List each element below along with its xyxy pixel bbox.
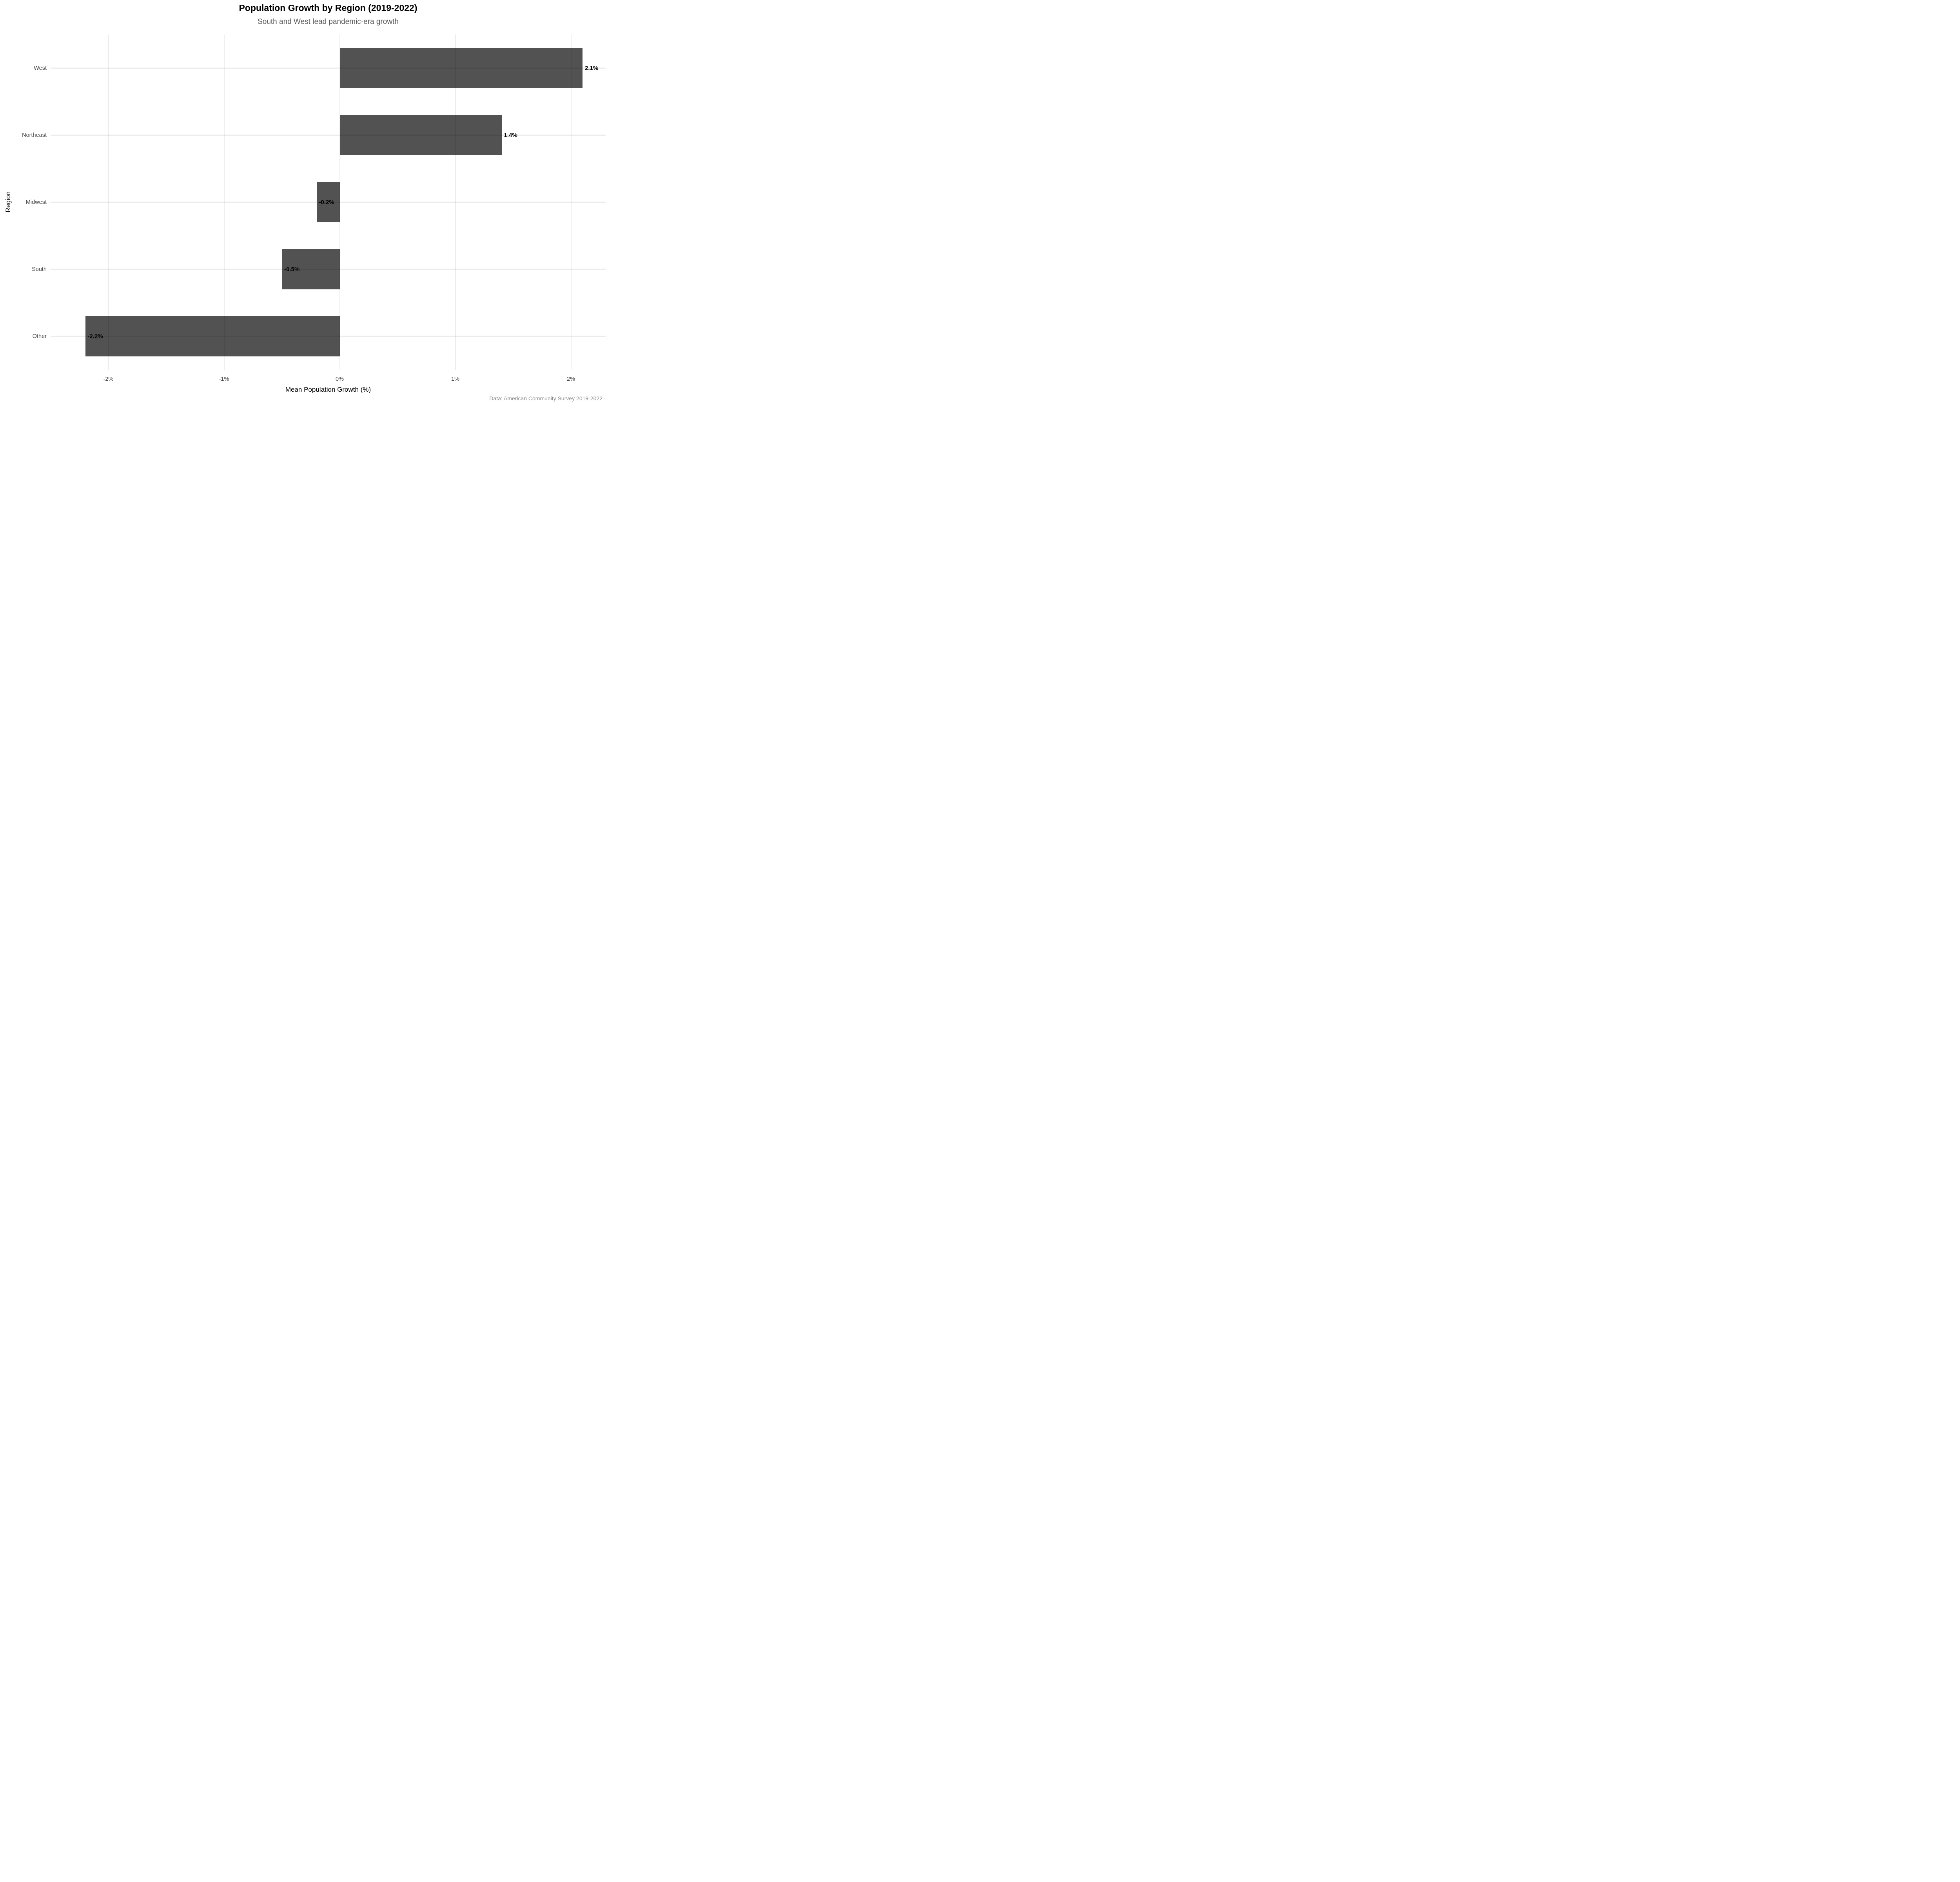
gridline-horizontal-south <box>51 269 606 270</box>
bar-row-northeast: 1.4% <box>51 102 606 169</box>
bar-row-midwest: -0.2% <box>51 169 606 236</box>
x-tick-label-0%: 0% <box>336 376 344 382</box>
chart-title: Population Growth by Region (2019-2022) <box>239 3 417 13</box>
x-tick-label--1%: -1% <box>219 376 229 382</box>
bar-row-west: 2.1% <box>51 35 606 102</box>
y-axis-label-west: West <box>34 65 47 71</box>
y-label-row: Other <box>0 303 47 370</box>
chart-caption: Data: American Community Survey 2019-202… <box>489 395 603 401</box>
gridline-vertical-2% <box>570 35 572 370</box>
bar-value-label-west: 2.1% <box>585 65 599 71</box>
gridline-vertical--1% <box>223 35 225 370</box>
bar-row-south: -0.5% <box>51 236 606 303</box>
plot-panel: 2.1% 1.4% -0.2% -0.5% -2.2% <box>51 35 606 370</box>
x-tick-label-2%: 2% <box>567 376 575 382</box>
x-axis-title: Mean Population Growth (%) <box>285 386 371 393</box>
gridline-horizontal-northeast <box>51 134 606 136</box>
population-growth-bar-chart: Population Growth by Region (2019-2022) … <box>0 0 606 404</box>
x-axis-tick-labels: -2% -1% 0% 1% 2% <box>51 376 606 384</box>
bar-west <box>339 48 583 88</box>
bar-other <box>85 316 340 356</box>
y-axis-labels: West Northeast Midwest South Other <box>0 35 47 370</box>
bar-value-label-other: -2.2% <box>87 333 103 340</box>
bar-value-label-south: -0.5% <box>284 266 300 272</box>
gridline-vertical--2% <box>108 35 109 370</box>
gridline-vertical-1% <box>455 35 456 370</box>
gridline-vertical-0% <box>339 35 340 370</box>
y-axis-label-northeast: Northeast <box>22 132 47 138</box>
bar-south <box>282 249 340 289</box>
chart-header: Population Growth by Region (2019-2022) … <box>51 2 606 27</box>
chart-subtitle: South and West lead pandemic-era growth <box>258 17 399 26</box>
x-tick-label--2%: -2% <box>103 376 114 382</box>
x-tick-label-1%: 1% <box>451 376 459 382</box>
y-axis-label-midwest: Midwest <box>25 199 47 205</box>
bar-northeast <box>339 115 502 155</box>
bar-value-label-northeast: 1.4% <box>504 132 517 138</box>
bar-row-other: -2.2% <box>51 303 606 370</box>
y-label-row: West <box>0 35 47 102</box>
y-label-row: South <box>0 236 47 303</box>
bar-value-label-midwest: -0.2% <box>319 199 334 205</box>
gridline-horizontal-other <box>51 336 606 337</box>
y-axis-label-south: South <box>32 266 47 272</box>
gridline-horizontal-midwest <box>51 202 606 203</box>
y-axis-label-other: Other <box>32 333 47 340</box>
gridline-horizontal-west <box>51 67 606 69</box>
bar-midwest <box>316 182 340 222</box>
y-label-row: Midwest <box>0 169 47 236</box>
y-label-row: Northeast <box>0 102 47 169</box>
